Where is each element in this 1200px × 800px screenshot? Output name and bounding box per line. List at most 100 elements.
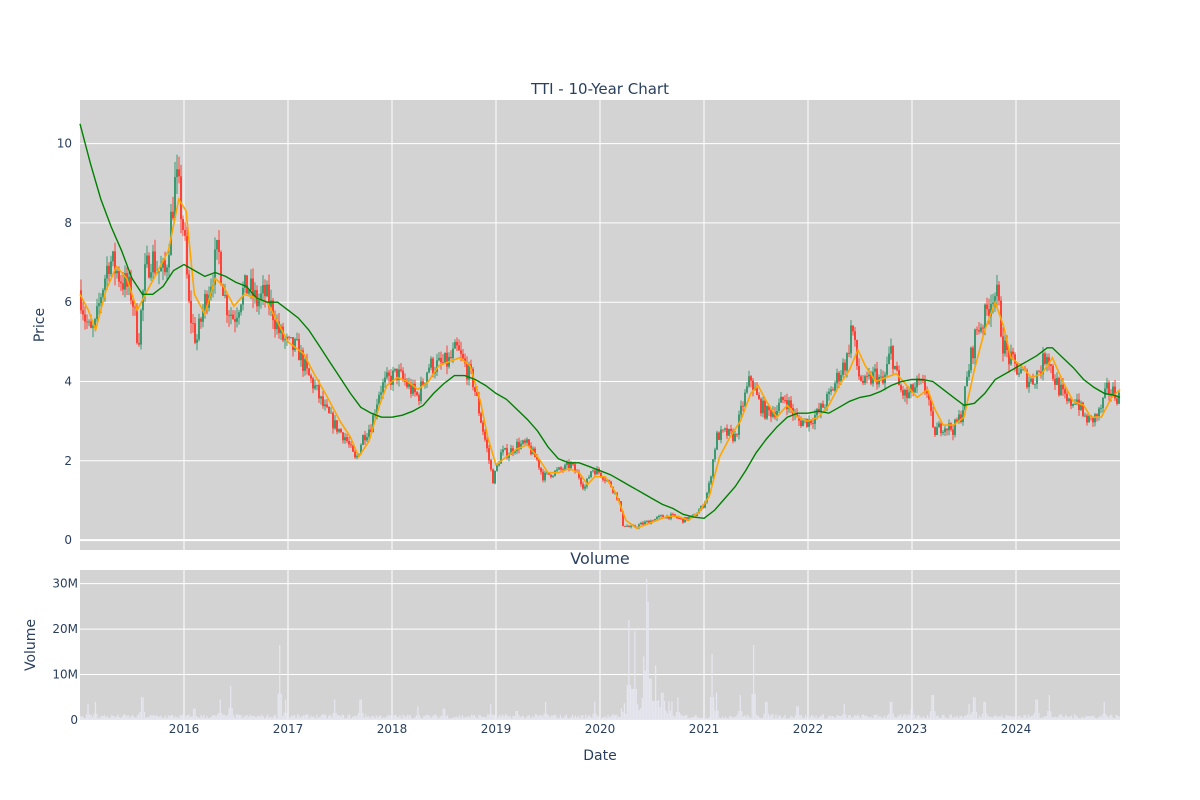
candle-decreasing bbox=[770, 410, 772, 417]
candle-decreasing bbox=[672, 514, 674, 515]
candle-decreasing bbox=[642, 522, 644, 525]
volume-bar bbox=[983, 701, 985, 720]
volume-bar bbox=[757, 715, 759, 720]
volume-bar bbox=[132, 714, 134, 720]
volume-bar bbox=[518, 715, 520, 720]
volume-bar bbox=[904, 714, 906, 720]
volume-bar bbox=[718, 717, 721, 720]
candle-increasing bbox=[516, 441, 518, 452]
candle-increasing bbox=[908, 392, 910, 398]
volume-bar bbox=[218, 712, 220, 720]
volume-bar bbox=[302, 715, 305, 720]
volume-bar bbox=[374, 718, 376, 720]
volume-bar bbox=[686, 715, 688, 720]
candle-decreasing bbox=[756, 387, 758, 395]
volume-bar bbox=[1020, 717, 1022, 720]
candle-increasing bbox=[894, 365, 896, 369]
volume-bar bbox=[301, 716, 303, 720]
volume-bar bbox=[93, 713, 95, 720]
candle-decreasing bbox=[1116, 398, 1118, 404]
volume-bar bbox=[882, 717, 884, 720]
volume-bar bbox=[742, 716, 744, 720]
candle-increasing bbox=[1098, 408, 1100, 417]
candle-increasing bbox=[814, 415, 816, 424]
candle-decreasing bbox=[906, 389, 908, 398]
volume-bar bbox=[543, 713, 545, 720]
volume-bar bbox=[1082, 717, 1085, 720]
volume-bar bbox=[1042, 717, 1045, 720]
candle-increasing bbox=[1102, 397, 1104, 409]
volume-bar bbox=[296, 714, 299, 720]
volume-bar bbox=[808, 714, 810, 720]
candle-increasing bbox=[344, 437, 346, 441]
candle-increasing bbox=[514, 451, 516, 453]
volume-bar bbox=[368, 716, 370, 720]
volume-bar bbox=[482, 716, 484, 720]
volume-bar bbox=[475, 716, 477, 720]
volume-bar bbox=[971, 712, 973, 720]
volume-bar bbox=[427, 715, 429, 720]
x-tick-label: 2017 bbox=[273, 722, 304, 736]
volume-bar bbox=[415, 715, 418, 720]
candle-decreasing bbox=[302, 350, 304, 371]
candle-decreasing bbox=[1038, 371, 1040, 373]
candle-increasing bbox=[884, 374, 886, 384]
volume-bar bbox=[825, 718, 828, 720]
candle-increasing bbox=[868, 374, 870, 377]
candle-increasing bbox=[520, 443, 522, 449]
candle-decreasing bbox=[488, 448, 490, 461]
candle-decreasing bbox=[952, 429, 954, 435]
candle-decreasing bbox=[806, 418, 808, 427]
volume-bar bbox=[154, 715, 156, 720]
volume-bar bbox=[173, 717, 175, 720]
candle-decreasing bbox=[940, 423, 942, 434]
volume-bar bbox=[598, 715, 600, 720]
candle-decreasing bbox=[446, 352, 448, 367]
volume-y-tick-label: 30M bbox=[52, 577, 78, 591]
candle-increasing bbox=[734, 433, 736, 441]
volume-bar bbox=[91, 716, 94, 720]
candle-increasing bbox=[408, 383, 410, 387]
candle-increasing bbox=[886, 363, 888, 375]
x-tick-label: 2016 bbox=[169, 722, 200, 736]
volume-bar bbox=[207, 718, 210, 720]
candle-decreasing bbox=[218, 240, 220, 253]
volume-bar bbox=[342, 714, 345, 720]
volume-bar bbox=[545, 701, 547, 720]
volume-bar bbox=[457, 717, 459, 720]
volume-bar bbox=[380, 715, 382, 720]
volume-bar bbox=[247, 717, 250, 720]
candle-decreasing bbox=[108, 265, 110, 274]
candle-decreasing bbox=[400, 369, 402, 371]
volume-bar bbox=[1106, 715, 1108, 720]
volume-bar bbox=[1094, 717, 1097, 720]
candle-decreasing bbox=[1032, 378, 1034, 385]
volume-bar bbox=[996, 717, 998, 720]
volume-bar bbox=[766, 701, 768, 720]
volume-bar bbox=[824, 718, 826, 720]
volume-bar bbox=[843, 704, 845, 720]
candle-increasing bbox=[338, 429, 340, 432]
candle-increasing bbox=[1030, 378, 1032, 382]
candle-increasing bbox=[238, 312, 240, 318]
candle-decreasing bbox=[844, 362, 846, 371]
volume-bar bbox=[525, 717, 527, 720]
volume-bar bbox=[680, 714, 682, 720]
volume-bar bbox=[331, 717, 333, 720]
volume-bar bbox=[478, 714, 480, 720]
volume-bar bbox=[952, 717, 954, 720]
volume-bar bbox=[830, 716, 832, 720]
volume-bar bbox=[213, 714, 215, 720]
volume-bar bbox=[993, 715, 995, 720]
volume-bar bbox=[426, 714, 428, 720]
candle-decreasing bbox=[912, 384, 914, 393]
candle-increasing bbox=[820, 403, 822, 413]
volume-bar bbox=[1060, 714, 1062, 720]
volume-bar bbox=[565, 714, 568, 720]
volume-bar bbox=[1056, 717, 1058, 720]
volume-bar bbox=[118, 716, 120, 720]
volume-bar bbox=[961, 715, 963, 720]
volume-bar bbox=[347, 714, 349, 720]
volume-bar bbox=[473, 715, 475, 720]
